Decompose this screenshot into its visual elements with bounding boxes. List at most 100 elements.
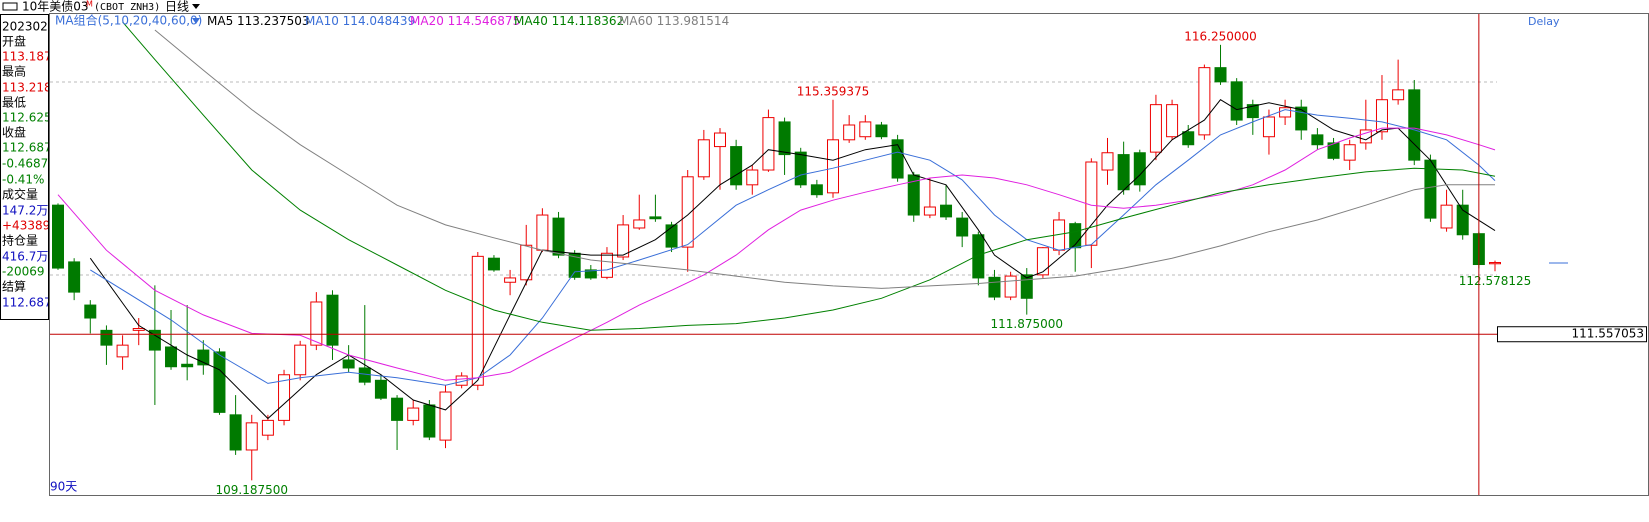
ma-line [154,29,1496,289]
candle-body [100,329,113,346]
window-icon[interactable] [2,2,18,11]
candle-body [681,176,694,248]
info-value: 112.6875 [2,141,59,155]
candle-body [407,407,420,421]
candle-body [278,374,291,421]
ma-legend-item: MA20 114.546875 [410,14,520,28]
candle-body [730,146,743,186]
info-value: 112.6875 [2,296,59,310]
info-label: 结算 [2,279,26,294]
candle-body [956,217,969,237]
ma-value: 113.981514 [657,14,730,28]
ma-name: MA60 [619,14,653,28]
candle-body [1489,262,1501,265]
ma-name: MA10 [305,14,339,28]
candle-body [148,329,161,351]
candle-body [1456,204,1469,236]
candle-body [552,217,565,256]
ma-line [57,127,1496,381]
candle-body [988,276,1001,298]
candle-body [197,349,210,366]
candle-body [423,404,436,438]
candle-body [940,204,953,218]
candle-body [827,139,840,194]
ma-line [90,109,1496,386]
info-value: 416.7万 [2,250,48,264]
candle-body [1295,106,1308,131]
ma-value: 114.118362 [552,14,625,28]
candle-body [1327,142,1340,159]
extreme-label: 115.359375 [797,84,870,98]
candle-body [810,184,823,196]
period-range-label: 90天 [50,480,77,494]
ma-dropdown-arrow[interactable] [192,18,200,24]
info-date: 20230210 [2,20,63,34]
candle-body [1311,134,1324,146]
candle-body [52,204,64,269]
info-value: 112.625 [2,111,52,125]
info-panel: 20230210 开盘 113.1875 最高 113.21875 最低 112… [0,14,63,320]
candle-body [746,169,759,186]
candle-body [68,261,81,293]
ma-legend-item: MA10 114.048439 [305,14,415,28]
candle-body [617,224,630,258]
info-label: 持仓量 [2,233,38,248]
candle-body [132,328,145,331]
candle-body [584,269,597,279]
candle-body [487,257,500,271]
badge: M [86,0,93,9]
candle-body [600,252,613,278]
candle-body [342,359,355,369]
info-label: 收盘 [2,125,26,140]
candle-body [1036,247,1049,276]
candle-body [923,206,936,216]
candle-body [794,151,807,186]
period-dropdown-arrow[interactable] [192,4,200,9]
ma-legend-item: MA40 114.118362 [514,14,624,28]
ma-title[interactable]: MA组合(5,10,20,40,60,0) [55,13,202,28]
candle-body [1246,104,1259,119]
candle-body [875,124,888,138]
candle-body [1375,99,1388,133]
candle-body [1133,152,1146,186]
delay-label: Delay [1528,15,1560,28]
candle-body [633,219,646,229]
ma-value: 113.237503 [237,14,310,28]
toolbar: 10年美债03 M (CBOT ZNH3) 日线 [2,0,200,14]
info-value: +43389 [2,219,50,233]
info-label: 开盘 [2,34,26,49]
candle-body [1279,107,1292,118]
candle-body [891,139,904,179]
candle-body [762,117,775,171]
candle-body [84,304,97,319]
info-value: -20069 [2,265,45,279]
candle-body [713,132,726,148]
candle-body [1149,104,1162,153]
candle-body [229,414,242,451]
candle-body [843,124,856,141]
crosshair-price-label: 111.557053 [1571,327,1644,341]
plot: 116.250000 115.359375 111.875000 109.187500… [50,14,1647,497]
candle-body [181,363,194,368]
period-selector[interactable]: 日线 [165,0,189,14]
ma-legend: MA组合(5,10,20,40,60,0) MA5 113.237503MA10… [55,13,729,28]
symbol-code: (CBOT ZNH3) [94,2,160,13]
ma-legend-item: MA60 113.981514 [619,14,729,28]
info-value: 113.1875 [2,50,59,64]
candle-body [116,344,129,358]
extreme-label: 109.187500 [215,483,288,497]
ma-value: 114.546875 [448,14,521,28]
extreme-label: 111.875000 [990,317,1063,331]
info-value: -0.46875 [2,157,56,171]
extreme-label: 116.250000 [1184,29,1257,43]
candle-body [665,224,678,248]
candle-body [1214,67,1227,83]
crosshair-price-box [1497,326,1647,343]
extreme-label: 112.578125 [1459,274,1532,288]
candle-body [1004,275,1017,298]
candle-body [649,216,662,220]
info-label: 成交量 [2,187,38,202]
info-label: 最高 [2,64,26,79]
